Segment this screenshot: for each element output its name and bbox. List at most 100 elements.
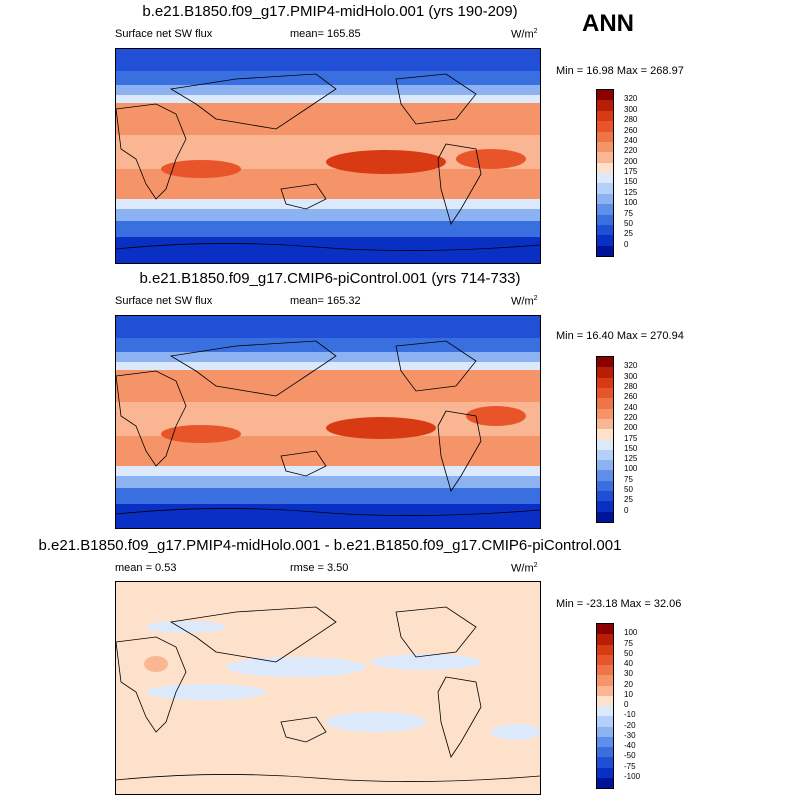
antarctica-outline bbox=[116, 243, 540, 251]
coastlines bbox=[116, 73, 540, 251]
colorbar-segment bbox=[597, 377, 613, 388]
panel-3-map-svg bbox=[116, 582, 540, 794]
colorbar-segment bbox=[597, 387, 613, 399]
panel-1-units: W/m2 bbox=[511, 28, 538, 41]
panel-2-colorbar-ticks: 320 300 280 260 240 220 200 175 150 125 100 75 50 25 0 bbox=[624, 356, 664, 523]
colorbar-segment bbox=[597, 204, 613, 215]
negative-patch-1 bbox=[146, 621, 226, 633]
colorbar-segment bbox=[597, 398, 613, 409]
colorbar-tick-label: 100 bbox=[624, 464, 638, 474]
south-america-outline bbox=[437, 143, 482, 225]
colorbar-segment bbox=[597, 408, 613, 419]
units-superscript: 2 bbox=[533, 28, 538, 35]
panel-2-units: W/m2 bbox=[511, 295, 538, 308]
transition-band-north bbox=[116, 95, 540, 105]
panel-1-title: b.e21.B1850.f09_g17.PMIP4-midHolo.001 (y… bbox=[142, 3, 518, 20]
colorbar-segment bbox=[597, 418, 613, 430]
colorbar-segment bbox=[597, 235, 613, 246]
colorbar-tick-label: 40 bbox=[624, 659, 633, 668]
panel-1-colorbar bbox=[596, 89, 614, 257]
colorbar-segment bbox=[597, 110, 613, 122]
eurasia-outline bbox=[169, 340, 337, 397]
midlat-band-north bbox=[116, 85, 540, 97]
colorbar-tick-label: 50 bbox=[624, 648, 633, 658]
panel-1-mean-label: mean= 165.85 bbox=[290, 28, 361, 40]
positive-patch-1 bbox=[144, 656, 168, 672]
colorbar-segment bbox=[597, 173, 613, 184]
colorbar-tick-label: 200 bbox=[624, 156, 638, 166]
panel-3-minmax: Min = -23.18 Max = 32.06 bbox=[556, 598, 682, 610]
colorbar-tick-label: 220 bbox=[624, 412, 638, 422]
colorbar-segment bbox=[597, 214, 613, 225]
panel-3-map bbox=[115, 581, 541, 795]
colorbar-tick-label: -50 bbox=[624, 751, 636, 761]
eurasia-outline bbox=[169, 606, 337, 663]
colorbar-tick-label: -30 bbox=[624, 730, 636, 740]
australia-outline bbox=[280, 183, 327, 210]
colorbar-segment bbox=[597, 152, 613, 163]
colorbar-tick-label: 175 bbox=[624, 433, 638, 443]
midlat-band-south bbox=[116, 209, 540, 223]
panel-2-map-svg bbox=[116, 316, 540, 528]
colorbar-tick-label: 50 bbox=[624, 218, 633, 228]
north-america-outline bbox=[395, 340, 477, 392]
colorbar-segment bbox=[597, 121, 613, 132]
negative-patch-2 bbox=[226, 657, 366, 677]
antarctic-band bbox=[116, 504, 540, 528]
panel-3-units: W/m2 bbox=[511, 562, 538, 575]
negative-patch-4 bbox=[146, 684, 266, 700]
colorbar-tick-label: -40 bbox=[624, 741, 636, 750]
panel-3-colorbar bbox=[596, 623, 614, 789]
colorbar-tick-label: 175 bbox=[624, 167, 638, 176]
colorbar-segment bbox=[597, 449, 613, 461]
transition-band-south bbox=[116, 466, 540, 478]
units-superscript: 2 bbox=[533, 562, 538, 569]
panel-2-colorbar bbox=[596, 356, 614, 523]
colorbar-segment bbox=[597, 511, 613, 522]
colorbar-segment bbox=[597, 624, 613, 635]
north-america-outline bbox=[395, 606, 477, 658]
colorbar-tick-label: 25 bbox=[624, 495, 633, 505]
units-text: W/m bbox=[511, 295, 534, 308]
colorbar-tick-label: 240 bbox=[624, 402, 638, 412]
colorbar-tick-label: 220 bbox=[624, 146, 638, 156]
colorbar-segment bbox=[597, 480, 613, 492]
panel-2-mean-label: mean= 165.32 bbox=[290, 295, 361, 307]
colorbar-segment bbox=[597, 162, 613, 173]
colorbar-tick-label: 30 bbox=[624, 669, 633, 679]
midlat-band-south bbox=[116, 476, 540, 490]
colorbar-tick-label: 75 bbox=[624, 474, 633, 484]
colorbar-segment bbox=[597, 90, 613, 101]
colorbar-tick-label: 300 bbox=[624, 104, 638, 114]
colorbar-segment bbox=[597, 141, 613, 153]
colorbar-segment bbox=[597, 777, 613, 788]
colorbar-segment bbox=[597, 183, 613, 194]
colorbar-segment bbox=[597, 726, 613, 737]
colorbar-tick-label: 0 bbox=[624, 505, 629, 515]
colorbar-tick-label: 100 bbox=[624, 628, 638, 638]
colorbar-tick-label: 320 bbox=[624, 94, 638, 104]
colorbar-tick-label: 50 bbox=[624, 485, 633, 495]
australia-outline bbox=[280, 716, 327, 743]
colorbar-segment bbox=[597, 706, 613, 717]
pacific-max bbox=[326, 417, 436, 439]
panel-2-map bbox=[115, 315, 541, 529]
midlat-band-north bbox=[116, 352, 540, 364]
colorbar-tick-label: 100 bbox=[624, 198, 638, 208]
south-america-outline bbox=[437, 676, 482, 758]
north-america-outline bbox=[395, 73, 477, 125]
africa-outline bbox=[116, 370, 187, 467]
units-text: W/m bbox=[511, 562, 534, 575]
subpolar-band-south bbox=[116, 488, 540, 506]
colorbar-segment bbox=[597, 695, 613, 706]
colorbar-segment bbox=[597, 675, 613, 686]
colorbar-segment bbox=[597, 501, 613, 512]
units-text: W/m bbox=[511, 28, 534, 41]
colorbar-segment bbox=[597, 367, 613, 378]
antarctic-band bbox=[116, 237, 540, 263]
negative-patch-3 bbox=[371, 654, 481, 670]
pacific-max bbox=[326, 150, 446, 174]
panel-2-variable-label: Surface net SW flux bbox=[115, 295, 213, 307]
colorbar-segment bbox=[597, 716, 613, 727]
panel-1-minmax: Min = 16.98 Max = 268.97 bbox=[556, 65, 684, 77]
